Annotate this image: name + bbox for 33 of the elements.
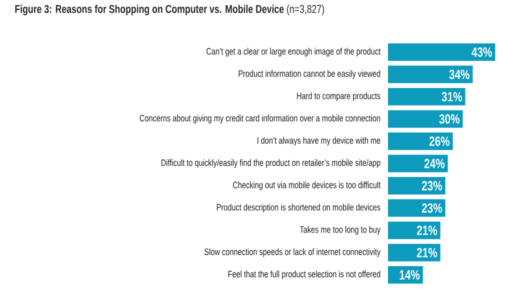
data-label: 21% [416,226,438,236]
y-tick-label: Product information cannot be easily viewed [238,70,380,79]
y-tick-label: Checking out via mobile devices is too difficult [233,181,381,190]
bar [388,132,453,150]
bar [388,177,446,195]
bar [388,222,440,240]
data-label: 21% [416,248,438,258]
data-label: 24% [424,158,445,168]
y-tick-label: Feel that the full product selection is not offered [228,270,380,280]
bar [388,88,466,106]
bar [388,199,446,217]
bar [388,43,496,61]
y-tick-label: Takes me too long to buy [300,226,381,235]
bar [388,154,448,172]
data-label: 23% [422,203,442,213]
bar [388,66,473,84]
data-label: 14% [400,270,420,280]
bar [388,244,440,262]
y-tick-label: Hard to compare products [297,92,380,102]
data-label: 34% [449,70,470,80]
y-tick-label: I don’t always have my device with me [257,136,380,146]
y-tick-label: Product description is shortened on mobile devices [216,204,380,212]
data-label: 23% [422,181,442,191]
data-label: 31% [442,92,462,102]
y-tick-label: Difficult to quickly/easily find the product on retailer’s mobile site/app [161,159,380,168]
data-label: 26% [429,136,450,146]
data-label: 30% [439,114,460,124]
y-tick-label: Slow connection speeds or lack of internet connectivity [204,248,381,257]
y-tick-label: Concerns about giving my credit card information over a mobile connection [140,114,380,124]
bar [388,110,463,128]
text: Figure 3: Reasons for Shopping on Computer vs. Mobile Device (n=3,827) [15,4,324,16]
y-tick-label: Can’t get a clear or large enough image of the product [206,48,381,56]
data-label: 43% [472,47,492,57]
